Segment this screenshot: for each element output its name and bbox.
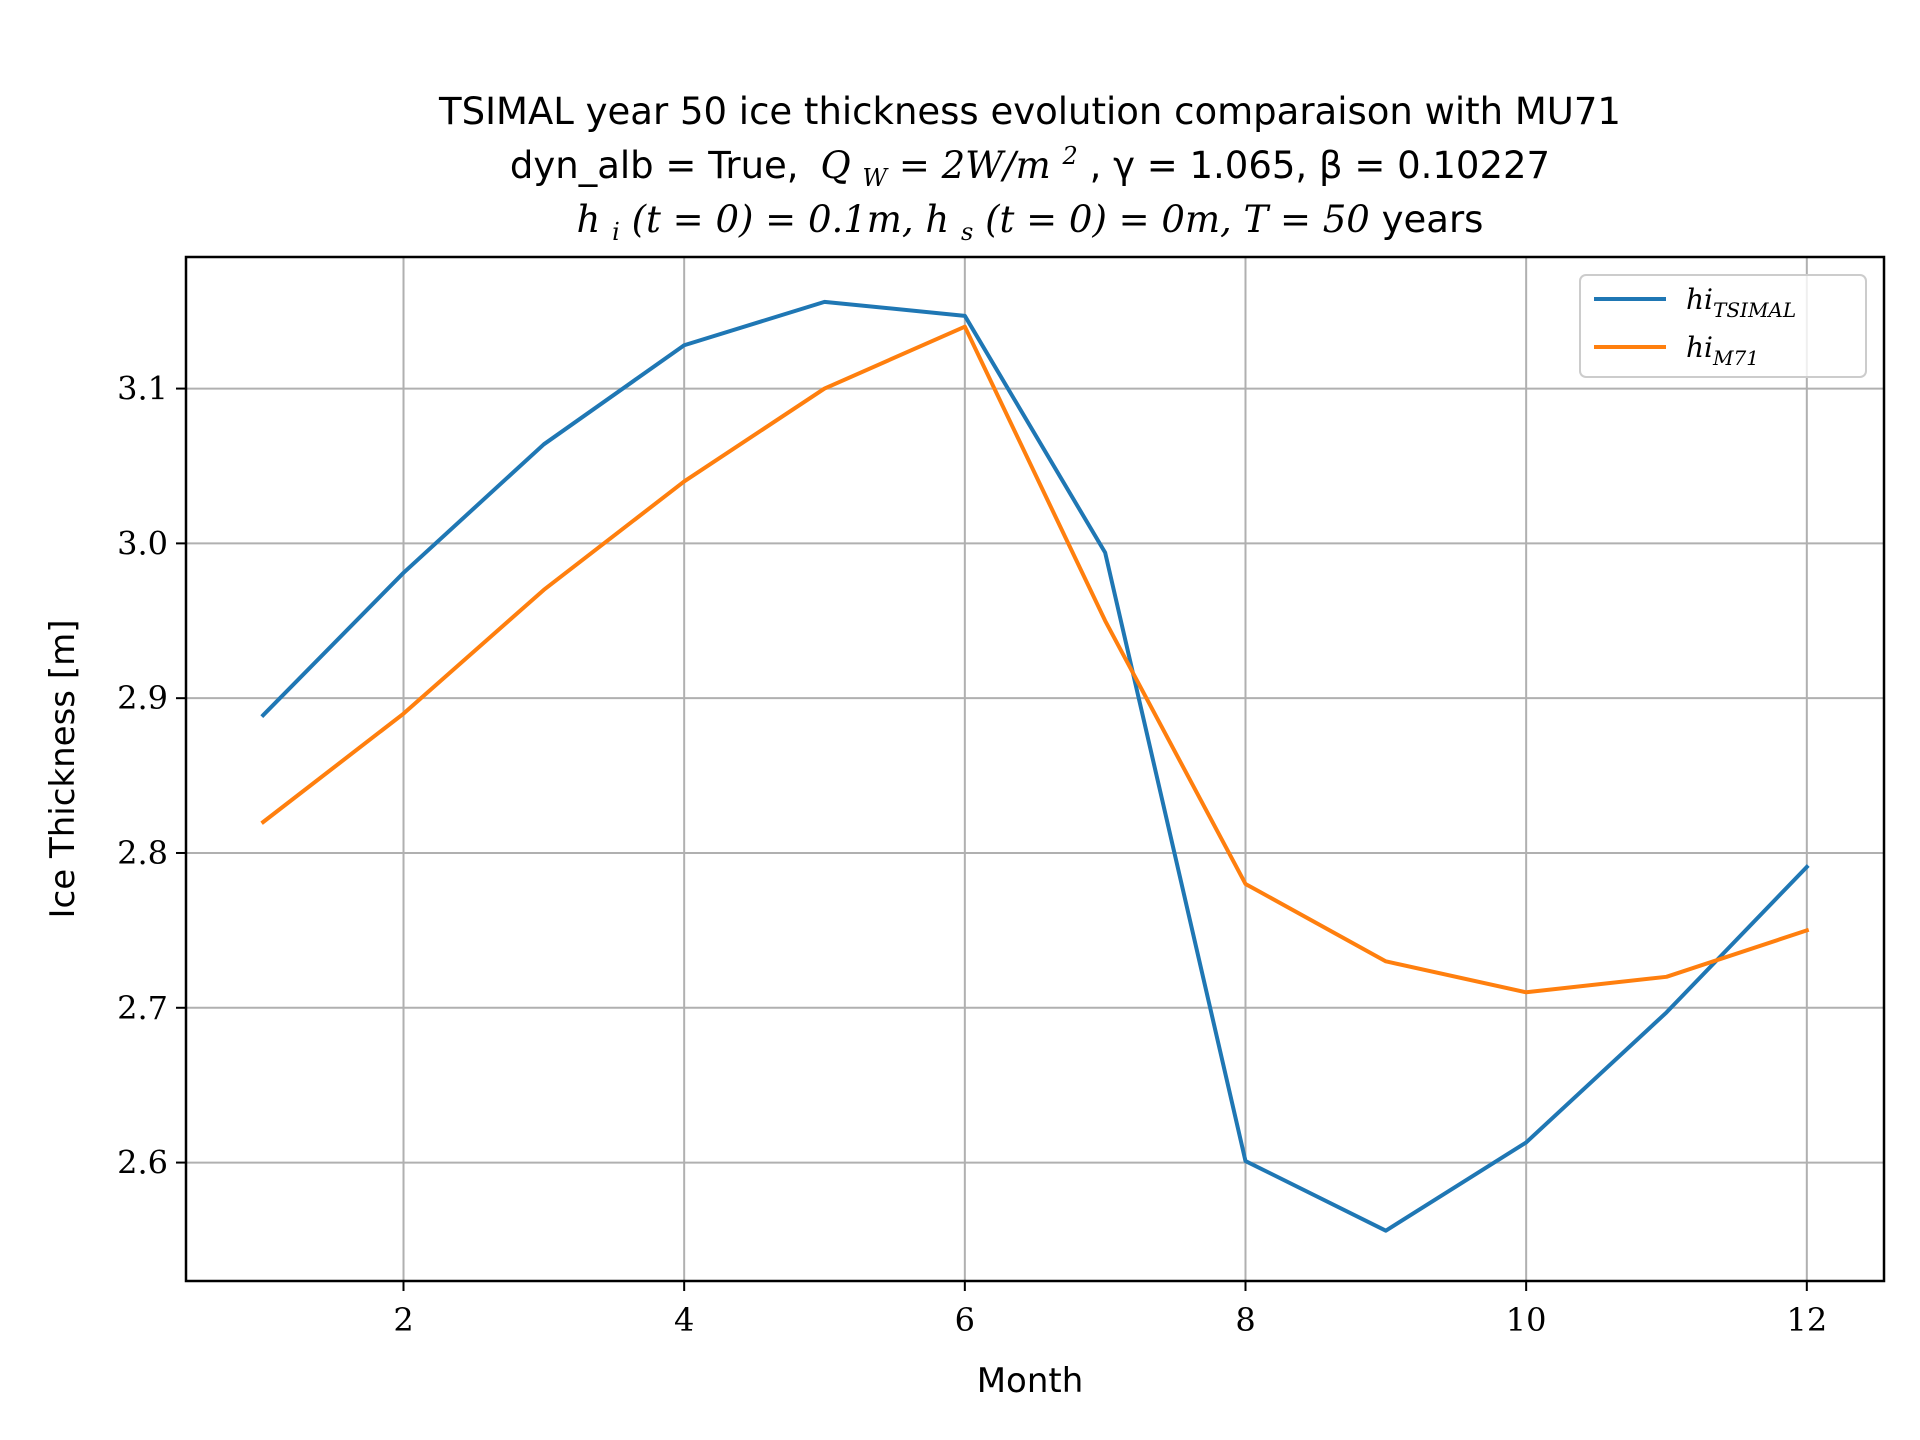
- x-tick-label: 8: [1235, 1301, 1255, 1339]
- plot-frame: [184, 255, 1886, 1283]
- x-tick-label: 2: [393, 1301, 413, 1339]
- x-tick-label: 12: [1786, 1301, 1827, 1339]
- y-tick-label: 3.0: [117, 524, 168, 562]
- legend-label-m71: hiM71: [1686, 331, 1759, 370]
- y-tick-label: 3.1: [117, 370, 168, 408]
- axis-ticks: 2 4 6 8 10 12 2.6 2.7 2.8 2.9 3.0 3.1: [117, 370, 1827, 1339]
- y-tick-label: 2.7: [117, 989, 168, 1027]
- title-line-1: TSIMAL year 50 ice thickness evolution c…: [438, 90, 1621, 133]
- grid: [186, 257, 1884, 1281]
- x-axis-label: Month: [977, 1361, 1084, 1401]
- title-line-2: dyn_alb = True, Q W = 2W/m 2 , γ = 1.065…: [510, 130, 1550, 195]
- title-line-3: h i (t = 0) = 0.1m, h s (t = 0) = 0m, T …: [577, 198, 1484, 249]
- series-lines: [260, 299, 1810, 1233]
- x-tick-label: 4: [674, 1301, 694, 1339]
- y-tick-label: 2.6: [117, 1144, 168, 1182]
- legend: hiTSIMAL hiM71: [1579, 274, 1867, 378]
- y-tick-label: 2.9: [117, 679, 168, 717]
- x-tick-label: 10: [1506, 1301, 1547, 1339]
- series-line-tsimal: [260, 299, 1810, 1233]
- x-tick-label: 6: [955, 1301, 975, 1339]
- legend-label-tsimal: hiTSIMAL: [1686, 283, 1796, 322]
- y-axis-label: Ice Thickness [m]: [43, 620, 83, 919]
- chart-title: TSIMAL year 50 ice thickness evolution c…: [438, 90, 1621, 249]
- y-tick-label: 2.8: [117, 834, 168, 872]
- series-line-m71: [260, 324, 1810, 995]
